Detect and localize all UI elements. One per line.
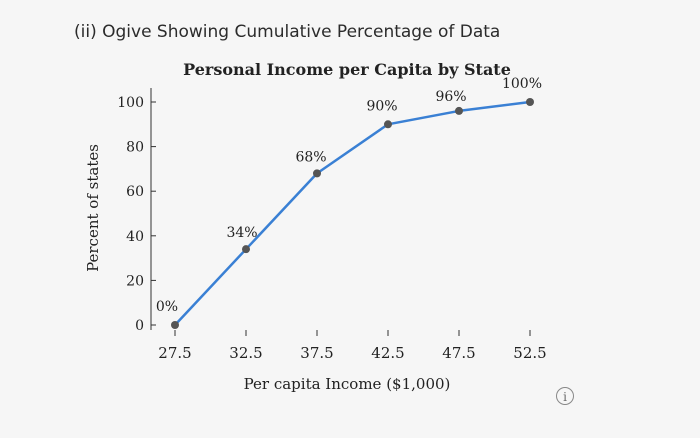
data-label: 96% (435, 89, 466, 105)
data-point (526, 98, 534, 106)
x-ticks: 27.5 32.5 37.5 42.5 47.5 52.5 (158, 330, 547, 362)
page-heading: (ii) Ogive Showing Cumulative Percentage… (74, 22, 501, 42)
data-point (171, 321, 179, 329)
y-tick-label: 0 (135, 318, 144, 334)
data-point (313, 169, 321, 178)
data-label: 90% (366, 98, 397, 114)
data-label: 68% (295, 149, 326, 165)
data-label: 100% (502, 76, 542, 92)
x-tick-label: 27.5 (158, 344, 191, 362)
y-tick-label: 20 (126, 273, 144, 289)
data-point (455, 106, 463, 115)
data-label: 0% (156, 299, 178, 315)
x-tick-label: 47.5 (442, 344, 475, 362)
x-tick-label: 52.5 (513, 344, 546, 362)
y-tick-label: 60 (126, 184, 144, 200)
data-point (242, 245, 250, 254)
y-axis-label: Percent of states (84, 144, 102, 272)
x-tick-label: 42.5 (371, 344, 404, 362)
ogive-line (174, 100, 531, 326)
series-group: 0% 34% 68% 90% 96% 100% (156, 76, 542, 329)
data-point (384, 120, 392, 129)
data-label: 34% (226, 225, 257, 241)
y-tick-label: 40 (126, 229, 144, 245)
info-icon[interactable]: i (556, 387, 574, 405)
x-tick-label: 37.5 (300, 344, 333, 362)
y-tick-label: 80 (126, 140, 144, 156)
x-tick-label: 32.5 (229, 344, 262, 362)
x-axis-label: Per capita Income ($1,000) (244, 375, 451, 393)
y-tick-label: 100 (117, 95, 144, 111)
y-ticks: 0 20 40 60 80 100 (117, 95, 156, 334)
chart-title: Personal Income per Capita by State (183, 60, 511, 79)
